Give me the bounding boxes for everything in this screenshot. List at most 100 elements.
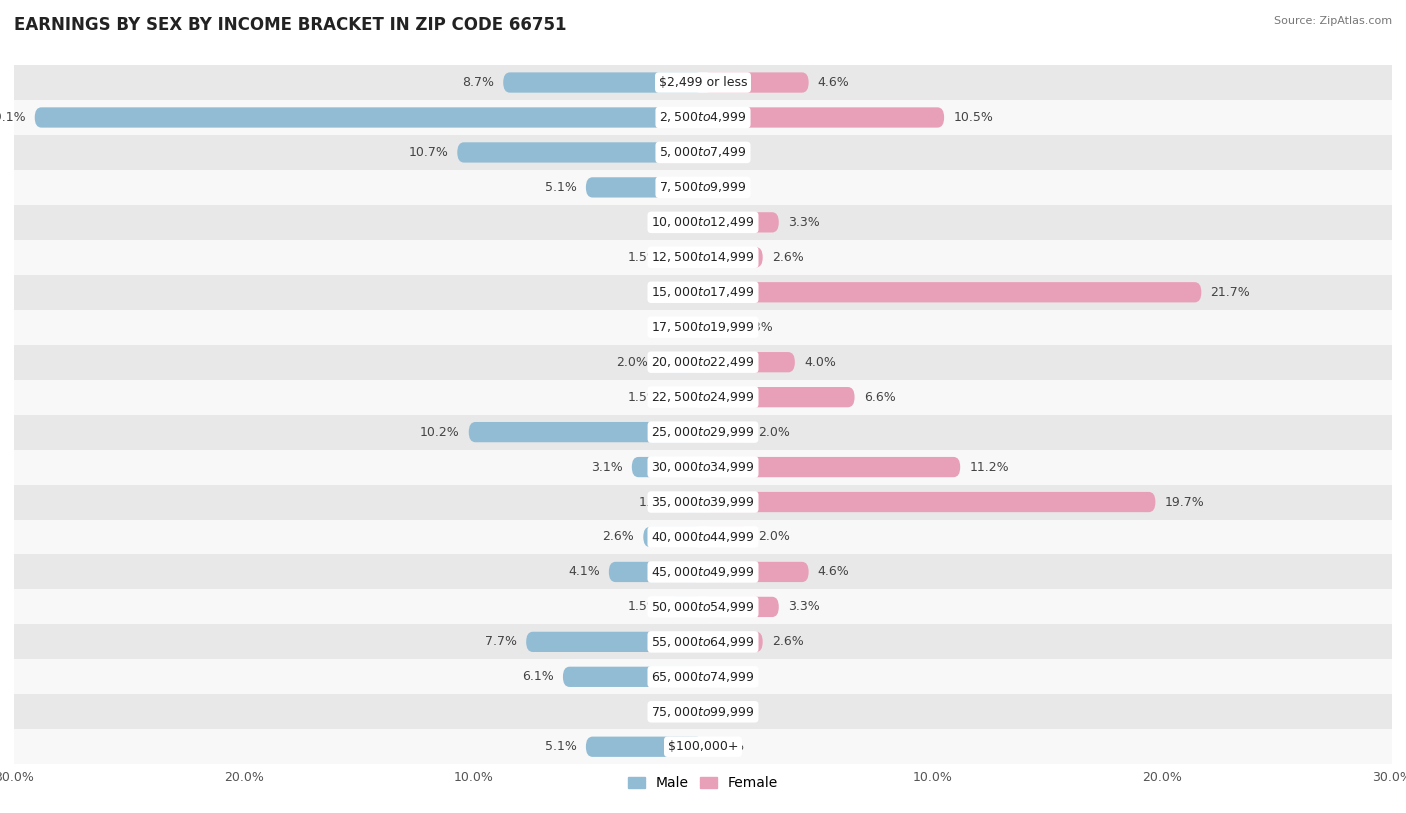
Text: $12,500 to $14,999: $12,500 to $14,999	[651, 250, 755, 264]
Bar	[14, 485, 1392, 520]
FancyBboxPatch shape	[703, 562, 808, 582]
Text: 1.0%: 1.0%	[638, 496, 671, 508]
Bar	[14, 205, 1392, 240]
FancyBboxPatch shape	[669, 247, 703, 267]
Text: $65,000 to $74,999: $65,000 to $74,999	[651, 670, 755, 684]
Text: 1.5%: 1.5%	[627, 251, 659, 263]
Bar	[14, 170, 1392, 205]
Bar	[14, 240, 1392, 275]
FancyBboxPatch shape	[703, 597, 779, 617]
FancyBboxPatch shape	[586, 737, 703, 757]
FancyBboxPatch shape	[503, 72, 703, 93]
Text: $2,500 to $4,999: $2,500 to $4,999	[659, 111, 747, 124]
Text: 1.5%: 1.5%	[627, 601, 659, 613]
Bar	[14, 345, 1392, 380]
FancyBboxPatch shape	[669, 597, 703, 617]
Text: 0.0%: 0.0%	[713, 146, 744, 159]
Text: 2.6%: 2.6%	[772, 251, 804, 263]
Text: $55,000 to $64,999: $55,000 to $64,999	[651, 635, 755, 649]
Text: 2.6%: 2.6%	[602, 531, 634, 543]
Text: 6.1%: 6.1%	[522, 671, 554, 683]
Text: 1.3%: 1.3%	[742, 321, 773, 333]
Text: EARNINGS BY SEX BY INCOME BRACKET IN ZIP CODE 66751: EARNINGS BY SEX BY INCOME BRACKET IN ZIP…	[14, 16, 567, 34]
Text: 10.7%: 10.7%	[408, 146, 449, 159]
FancyBboxPatch shape	[644, 527, 703, 547]
FancyBboxPatch shape	[703, 212, 779, 233]
Text: 4.1%: 4.1%	[568, 566, 599, 578]
Legend: Male, Female: Male, Female	[623, 771, 783, 796]
Text: 0.0%: 0.0%	[662, 216, 693, 228]
FancyBboxPatch shape	[562, 667, 703, 687]
Text: $20,000 to $22,499: $20,000 to $22,499	[651, 355, 755, 369]
FancyBboxPatch shape	[703, 632, 762, 652]
Text: 0.0%: 0.0%	[713, 741, 744, 753]
Bar	[14, 310, 1392, 345]
Bar	[14, 450, 1392, 485]
Text: 4.6%: 4.6%	[818, 566, 849, 578]
Text: 0.0%: 0.0%	[713, 706, 744, 718]
FancyBboxPatch shape	[468, 422, 703, 442]
Text: 0.0%: 0.0%	[713, 671, 744, 683]
Text: 7.7%: 7.7%	[485, 636, 517, 648]
Text: 5.1%: 5.1%	[544, 181, 576, 193]
Text: 0.0%: 0.0%	[713, 181, 744, 193]
Text: $35,000 to $39,999: $35,000 to $39,999	[651, 495, 755, 509]
FancyBboxPatch shape	[703, 352, 794, 372]
Text: $30,000 to $34,999: $30,000 to $34,999	[651, 460, 755, 474]
Text: $7,500 to $9,999: $7,500 to $9,999	[659, 180, 747, 194]
Text: Source: ZipAtlas.com: Source: ZipAtlas.com	[1274, 16, 1392, 26]
Text: $5,000 to $7,499: $5,000 to $7,499	[659, 146, 747, 159]
Text: 6.6%: 6.6%	[863, 391, 896, 403]
Bar	[14, 135, 1392, 170]
Bar	[14, 589, 1392, 624]
Text: $100,000+: $100,000+	[668, 741, 738, 753]
Text: $22,500 to $24,999: $22,500 to $24,999	[651, 390, 755, 404]
Text: 0.0%: 0.0%	[662, 286, 693, 298]
FancyBboxPatch shape	[586, 177, 703, 198]
Text: 3.1%: 3.1%	[591, 461, 623, 473]
Text: $75,000 to $99,999: $75,000 to $99,999	[651, 705, 755, 719]
Text: 19.7%: 19.7%	[1164, 496, 1205, 508]
Bar	[14, 415, 1392, 450]
FancyBboxPatch shape	[35, 107, 703, 128]
Text: $45,000 to $49,999: $45,000 to $49,999	[651, 565, 755, 579]
Text: 0.0%: 0.0%	[662, 706, 693, 718]
FancyBboxPatch shape	[526, 632, 703, 652]
Text: 3.3%: 3.3%	[787, 601, 820, 613]
Text: 10.2%: 10.2%	[420, 426, 460, 438]
FancyBboxPatch shape	[703, 282, 1201, 302]
FancyBboxPatch shape	[703, 422, 749, 442]
FancyBboxPatch shape	[703, 317, 733, 337]
Text: 4.0%: 4.0%	[804, 356, 837, 368]
FancyBboxPatch shape	[703, 457, 960, 477]
FancyBboxPatch shape	[681, 492, 703, 512]
FancyBboxPatch shape	[609, 562, 703, 582]
Text: 8.7%: 8.7%	[463, 76, 494, 89]
Text: $50,000 to $54,999: $50,000 to $54,999	[651, 600, 755, 614]
FancyBboxPatch shape	[631, 457, 703, 477]
Bar	[14, 624, 1392, 659]
Text: 5.1%: 5.1%	[544, 741, 576, 753]
Text: $2,499 or less: $2,499 or less	[659, 76, 747, 89]
Bar	[14, 729, 1392, 764]
Text: 2.6%: 2.6%	[772, 636, 804, 648]
FancyBboxPatch shape	[703, 247, 762, 267]
Bar	[14, 380, 1392, 415]
Bar	[14, 65, 1392, 100]
Bar	[14, 100, 1392, 135]
Text: 4.6%: 4.6%	[818, 76, 849, 89]
Text: 10.5%: 10.5%	[953, 111, 993, 124]
Bar	[14, 520, 1392, 554]
FancyBboxPatch shape	[657, 352, 703, 372]
Bar	[14, 275, 1392, 310]
Text: $25,000 to $29,999: $25,000 to $29,999	[651, 425, 755, 439]
Bar	[14, 554, 1392, 589]
FancyBboxPatch shape	[703, 527, 749, 547]
Text: $17,500 to $19,999: $17,500 to $19,999	[651, 320, 755, 334]
FancyBboxPatch shape	[703, 72, 808, 93]
Text: 21.7%: 21.7%	[1211, 286, 1250, 298]
Text: $40,000 to $44,999: $40,000 to $44,999	[651, 530, 755, 544]
FancyBboxPatch shape	[703, 387, 855, 407]
Text: $10,000 to $12,499: $10,000 to $12,499	[651, 215, 755, 229]
Text: 0.0%: 0.0%	[662, 321, 693, 333]
